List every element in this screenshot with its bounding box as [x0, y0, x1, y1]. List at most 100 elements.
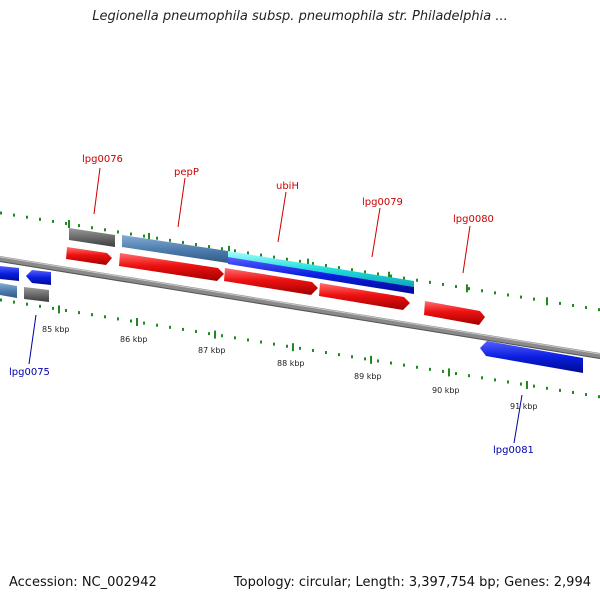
outer-minor-tick: [455, 285, 457, 289]
inner-minor-tick: [403, 363, 405, 367]
inner-major-tick: [526, 381, 528, 390]
inner-minor-tick: [364, 357, 366, 361]
outer-minor-tick: [468, 287, 470, 291]
gene-label-lpg0080: lpg0080: [453, 214, 494, 225]
outer-minor-tick: [26, 215, 28, 219]
inner-minor-tick: [481, 376, 483, 380]
outer-minor-tick: [247, 251, 249, 255]
inner-minor-tick: [520, 382, 522, 386]
outer-minor-tick: [52, 219, 54, 223]
outer-major-tick: [228, 245, 230, 254]
outer-major-tick: [388, 271, 390, 280]
outer-minor-tick: [585, 306, 587, 310]
outer-minor-tick: [598, 308, 600, 312]
gene-label-pepP: pepP: [174, 167, 199, 178]
inner-major-tick: [58, 305, 60, 314]
scale-label-90: 90 kbp: [432, 386, 460, 395]
outer-minor-tick: [520, 295, 522, 299]
inner-minor-tick: [13, 300, 15, 304]
topology-text: Topology: circular; Length: 3,397,754 bp…: [233, 575, 591, 590]
gene-arrow-pepP: [119, 253, 224, 281]
outer-minor-tick: [0, 211, 2, 215]
scale-label-89: 89 kbp: [354, 372, 382, 381]
gray-feature-upper: [69, 228, 115, 247]
gene-label-lpg0081: lpg0081: [493, 445, 534, 456]
outer-minor-tick: [533, 297, 535, 301]
outer-minor-tick: [104, 228, 106, 232]
inner-minor-tick: [351, 355, 353, 359]
outer-minor-tick: [351, 268, 353, 272]
inner-minor-tick: [91, 313, 93, 317]
outer-minor-tick: [91, 226, 93, 230]
scale-label-91: 91 kbp: [510, 402, 538, 411]
inner-minor-tick: [312, 348, 314, 352]
inner-minor-tick: [455, 372, 457, 376]
backbone-track: [0, 256, 600, 359]
inner-minor-tick: [26, 302, 28, 306]
steelblue-feature: [122, 235, 228, 263]
gene-label-lpg0076: lpg0076: [82, 154, 123, 165]
inner-major-tick: [214, 330, 216, 339]
inner-minor-tick: [247, 338, 249, 342]
inner-minor-tick: [585, 393, 587, 397]
inner-major-tick: [448, 368, 450, 377]
outer-minor-tick: [13, 213, 15, 217]
gene-arrow-lpg0075a: [0, 266, 19, 281]
outer-minor-tick: [312, 261, 314, 265]
scale-label-87: 87 kbp: [198, 346, 226, 355]
outer-minor-tick: [221, 247, 223, 251]
scale-label-88: 88 kbp: [277, 359, 305, 368]
gene-arrow-lpg0076: [66, 247, 112, 265]
map-title: Legionella pneumophila subsp. pneumophil…: [92, 9, 508, 24]
outer-minor-tick: [429, 280, 431, 284]
outer-minor-tick: [494, 291, 496, 295]
inner-minor-tick: [390, 361, 392, 365]
inner-minor-tick: [182, 327, 184, 331]
outer-minor-tick: [442, 282, 444, 286]
outer-minor-tick: [39, 217, 41, 221]
cyan-feature: [228, 251, 414, 294]
inner-minor-tick: [559, 388, 561, 392]
outer-minor-tick: [390, 274, 392, 278]
inner-minor-tick: [273, 342, 275, 346]
gene-arrow-lpg0080: [424, 301, 485, 325]
inner-minor-tick: [52, 306, 54, 310]
outer-minor-tick: [416, 278, 418, 282]
outer-minor-tick: [260, 253, 262, 257]
inner-minor-tick: [234, 336, 236, 340]
inner-minor-tick: [78, 311, 80, 315]
gray-feature-lower: [24, 287, 49, 302]
outer-minor-tick: [234, 249, 236, 253]
outer-minor-tick: [559, 301, 561, 305]
gene-label-lpg0075: lpg0075: [9, 367, 50, 378]
gene-label-ubiH: ubiH: [276, 181, 299, 192]
inner-minor-tick: [169, 325, 171, 329]
outer-major-tick: [68, 219, 70, 228]
gene-labels: lpg0076 pepP ubiH lpg0079 lpg0080 lpg007…: [9, 154, 534, 456]
outer-minor-tick: [325, 264, 327, 268]
inner-minor-tick: [338, 353, 340, 357]
outer-minor-tick: [143, 234, 145, 238]
outer-minor-tick: [364, 270, 366, 274]
label-leaders: [28, 167, 523, 444]
outer-minor-tick: [572, 303, 574, 307]
inner-tick-track: [0, 298, 600, 399]
scale-label-86: 86 kbp: [120, 335, 148, 344]
inner-minor-tick: [143, 321, 145, 325]
inner-minor-tick: [117, 317, 119, 321]
gene-arrow-lpg0075b: [26, 270, 51, 285]
outer-minor-tick: [65, 222, 67, 226]
outer-minor-tick: [286, 257, 288, 261]
gene-arrow-lpg0081: [480, 341, 583, 373]
outer-minor-tick: [78, 224, 80, 228]
outer-minor-tick: [130, 232, 132, 236]
outer-minor-tick: [169, 238, 171, 242]
outer-major-tick: [546, 297, 548, 306]
accession-text: Accession: NC_002942: [9, 575, 157, 590]
inner-minor-tick: [195, 330, 197, 334]
inner-minor-tick: [130, 319, 132, 323]
inner-minor-tick: [286, 344, 288, 348]
outer-major-tick: [148, 232, 150, 241]
gene-arrow-ubiH: [224, 268, 318, 295]
